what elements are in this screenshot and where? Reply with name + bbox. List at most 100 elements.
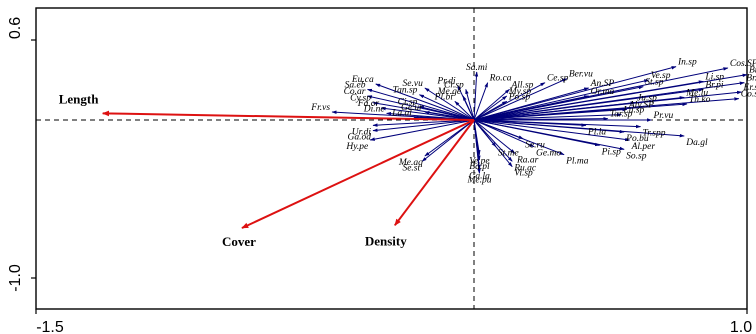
x-tick-label: -1.5 bbox=[36, 319, 64, 334]
species-label: Br.pi bbox=[705, 80, 724, 90]
species-label: Ca.la bbox=[469, 171, 490, 181]
species-arrow bbox=[473, 78, 568, 121]
species-label: Br.da bbox=[746, 74, 756, 84]
y-tick-label: -1.0 bbox=[7, 264, 24, 292]
species-arrow bbox=[473, 119, 631, 142]
species-label: All.sp bbox=[510, 80, 533, 90]
species-label: Di.ne bbox=[363, 104, 385, 114]
species-label: Vi.sp bbox=[514, 169, 533, 179]
species-label: St.me bbox=[498, 149, 519, 159]
species-label: Br.to bbox=[749, 66, 756, 76]
env-label: Cover bbox=[222, 234, 256, 249]
species-label: My.sp bbox=[508, 87, 532, 97]
species-arrow bbox=[473, 119, 513, 168]
species-arrow bbox=[372, 119, 475, 127]
species-label: Ge.mo bbox=[536, 149, 561, 159]
species-arrow bbox=[418, 94, 475, 121]
species-label: So.sp bbox=[626, 151, 647, 161]
species-label: Ci.sp bbox=[398, 98, 418, 108]
species-label: Ba.pl bbox=[469, 162, 490, 172]
species-label: Ber.vu bbox=[569, 70, 593, 80]
species-label: Hy.pe bbox=[345, 142, 368, 152]
species-label: Se.vu bbox=[403, 79, 424, 89]
species-arrow bbox=[473, 80, 704, 121]
species-arrow bbox=[473, 88, 510, 121]
species-label: Lu.sp bbox=[622, 106, 644, 116]
species-label: Ge.ur bbox=[401, 103, 423, 113]
species-label: Or.ma bbox=[591, 87, 615, 97]
species-arrow bbox=[424, 110, 475, 121]
species-arrow bbox=[473, 119, 535, 148]
species-label: Fa.or bbox=[357, 99, 380, 109]
species-label: Se.st bbox=[402, 163, 420, 173]
species-label: Co.sp bbox=[741, 90, 756, 100]
env-arrow bbox=[394, 119, 475, 226]
species-label: Ju.sp bbox=[637, 94, 657, 104]
species-arrow bbox=[473, 71, 479, 121]
species-label: Ru.ac bbox=[513, 163, 537, 173]
species-label: Ve.sp bbox=[651, 71, 671, 81]
env-label: Density bbox=[365, 233, 407, 248]
y-tick-label: 0.6 bbox=[7, 17, 24, 39]
species-label: Ce.sp bbox=[547, 74, 569, 84]
species-arrow bbox=[473, 101, 636, 121]
species-label: St.sp bbox=[645, 78, 663, 88]
species-arrow bbox=[454, 100, 475, 121]
species-arrow bbox=[473, 107, 628, 121]
species-arrow bbox=[462, 95, 475, 121]
species-arrow bbox=[473, 119, 625, 151]
x-tick-label: 1.0 bbox=[730, 319, 752, 334]
species-arrow bbox=[424, 87, 475, 121]
species-label: Ur.di bbox=[352, 127, 372, 137]
species-label: Ve.pe bbox=[469, 157, 489, 167]
species-label: Me.aq bbox=[398, 158, 423, 168]
species-arrow bbox=[473, 119, 481, 174]
species-label: Al.per bbox=[631, 142, 656, 152]
species-label: Ra.ar bbox=[516, 155, 539, 165]
species-label: Pl.la bbox=[587, 127, 606, 137]
species-label: Da.gl bbox=[685, 138, 708, 148]
species-arrow bbox=[473, 82, 489, 121]
plot-frame bbox=[35, 7, 748, 310]
species-label: Po.sp bbox=[508, 92, 531, 102]
species-label: Cos.SP bbox=[730, 59, 756, 69]
species-arrow bbox=[473, 119, 685, 138]
species-label: Tr.spp bbox=[643, 129, 666, 139]
species-arrow bbox=[372, 119, 475, 132]
species-arrow bbox=[369, 119, 475, 141]
species-label: Ro.ca bbox=[489, 74, 512, 84]
species-arrow bbox=[418, 106, 475, 121]
species-label: Er.sp bbox=[743, 83, 756, 93]
species-arrow bbox=[473, 88, 704, 121]
species-label: Tan.sp bbox=[393, 86, 418, 96]
species-arrow bbox=[465, 88, 475, 121]
species-label: Th.ko bbox=[689, 95, 711, 105]
species-label: Pi.sp bbox=[601, 147, 622, 157]
species-label: Pr.di bbox=[436, 76, 456, 86]
species-arrow bbox=[473, 95, 508, 121]
species-arrow bbox=[473, 67, 729, 121]
species-arrow bbox=[367, 88, 475, 121]
species-label: Pl.ma bbox=[565, 157, 589, 167]
species-arrow bbox=[375, 83, 475, 121]
species-label: Tar.sp bbox=[610, 110, 633, 120]
env-label: Length bbox=[59, 91, 100, 106]
species-label: Aly.SP bbox=[628, 100, 654, 110]
species-label: An.SP bbox=[590, 79, 615, 89]
env-arrow bbox=[241, 119, 475, 229]
species-arrow bbox=[473, 66, 677, 121]
species-label: Co.ar bbox=[344, 87, 366, 97]
species-label: Eu.ca bbox=[351, 75, 374, 85]
species-label: Sa.eb bbox=[345, 80, 366, 90]
species-label: Po.bu bbox=[625, 134, 649, 144]
species-label: Me.ge bbox=[437, 87, 461, 97]
env-arrow bbox=[102, 110, 475, 121]
species-label: Li.sp bbox=[704, 72, 724, 82]
species-arrow bbox=[473, 113, 622, 121]
species-arrow bbox=[421, 119, 475, 162]
species-label: In.sp bbox=[677, 58, 697, 68]
species-label: Fr.vs bbox=[310, 103, 330, 113]
species-arrow bbox=[473, 119, 513, 162]
species-arrow bbox=[473, 82, 546, 121]
